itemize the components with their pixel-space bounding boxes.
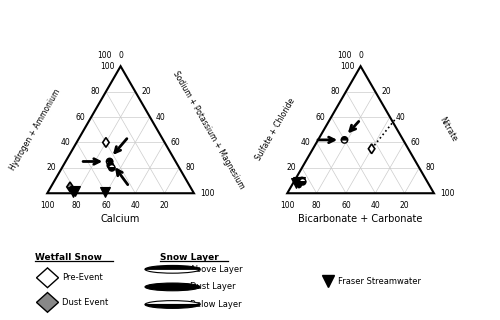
Text: Sodium + Potassium + Magnesium: Sodium + Potassium + Magnesium	[171, 69, 246, 190]
Text: 40: 40	[396, 113, 406, 122]
Text: Fraser Streamwater: Fraser Streamwater	[338, 277, 420, 286]
Wedge shape	[300, 179, 306, 182]
Text: 60: 60	[410, 138, 420, 147]
Text: 100: 100	[280, 201, 294, 210]
Text: Calcium: Calcium	[101, 214, 140, 224]
Text: 20: 20	[381, 87, 391, 96]
Text: 60: 60	[170, 138, 180, 147]
Text: Wetfall Snow: Wetfall Snow	[35, 253, 102, 262]
Text: Hydrogen + Ammonium: Hydrogen + Ammonium	[8, 87, 62, 172]
Text: 100: 100	[440, 189, 454, 198]
Text: Snow Layer: Snow Layer	[160, 253, 219, 262]
Text: 80: 80	[330, 87, 340, 96]
Text: 40: 40	[156, 113, 166, 122]
Text: 20: 20	[46, 163, 56, 172]
Text: Pre-Event: Pre-Event	[62, 273, 104, 282]
Polygon shape	[36, 268, 59, 288]
Text: 60: 60	[76, 113, 86, 122]
Polygon shape	[36, 292, 59, 312]
Text: 20: 20	[141, 87, 151, 96]
Text: 100: 100	[40, 201, 54, 210]
Wedge shape	[145, 301, 200, 305]
Circle shape	[107, 162, 114, 169]
Text: 20: 20	[400, 201, 409, 210]
Wedge shape	[145, 265, 200, 269]
Wedge shape	[108, 168, 115, 171]
Polygon shape	[368, 144, 375, 154]
Text: 60: 60	[101, 201, 111, 210]
Text: 80: 80	[185, 163, 195, 172]
Polygon shape	[296, 178, 302, 188]
Wedge shape	[341, 140, 347, 143]
Text: Dust Layer: Dust Layer	[190, 283, 236, 292]
Text: 100: 100	[200, 189, 214, 198]
Wedge shape	[341, 137, 347, 140]
Text: 100: 100	[338, 51, 352, 60]
Text: 40: 40	[130, 201, 140, 210]
Text: Sulfate + Chloride: Sulfate + Chloride	[254, 97, 297, 163]
Text: 100: 100	[100, 62, 114, 71]
Text: 40: 40	[61, 138, 70, 147]
Text: 80: 80	[425, 163, 435, 172]
Wedge shape	[108, 164, 115, 168]
Wedge shape	[145, 269, 200, 273]
Text: 100: 100	[340, 62, 354, 71]
Text: Bicarbonate + Carbonate: Bicarbonate + Carbonate	[298, 214, 423, 224]
Text: 80: 80	[312, 201, 322, 210]
Text: Nitrate: Nitrate	[438, 116, 459, 144]
Text: 40: 40	[301, 138, 310, 147]
Wedge shape	[106, 158, 113, 162]
Text: 60: 60	[341, 201, 351, 210]
Text: 20: 20	[286, 163, 296, 172]
Text: 0: 0	[118, 51, 123, 60]
Text: Below Layer: Below Layer	[190, 300, 242, 309]
Text: 60: 60	[316, 113, 326, 122]
Wedge shape	[300, 182, 306, 185]
Circle shape	[298, 177, 305, 184]
Text: 80: 80	[90, 87, 100, 96]
Text: 0: 0	[358, 51, 363, 60]
Text: 20: 20	[160, 201, 170, 210]
Text: Dust Event: Dust Event	[62, 298, 109, 307]
Text: 40: 40	[370, 201, 380, 210]
Text: Above Layer: Above Layer	[190, 265, 242, 274]
Polygon shape	[102, 138, 109, 147]
Polygon shape	[67, 182, 73, 192]
Text: 80: 80	[72, 201, 82, 210]
Wedge shape	[106, 162, 113, 165]
Text: 100: 100	[98, 51, 112, 60]
Wedge shape	[145, 305, 200, 308]
Circle shape	[145, 283, 200, 291]
